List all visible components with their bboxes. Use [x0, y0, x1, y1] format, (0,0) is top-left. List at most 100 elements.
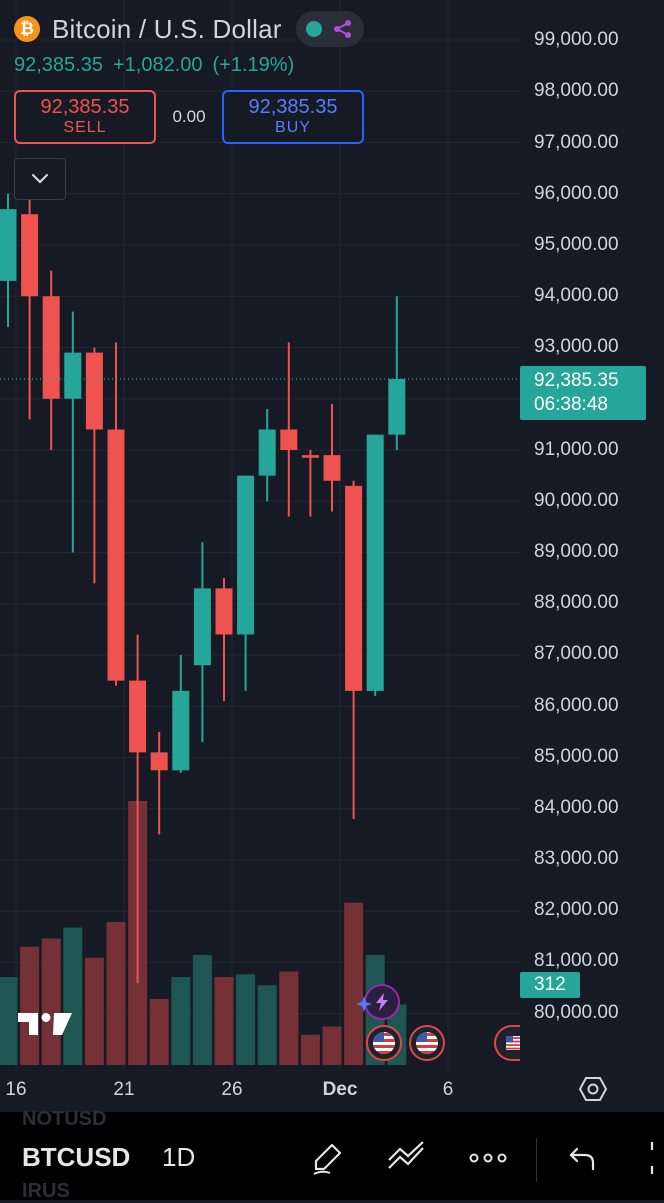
volume-bar	[192, 955, 212, 1065]
share-icon[interactable]	[332, 18, 354, 40]
collapse-button[interactable]	[14, 158, 66, 200]
symbol-title[interactable]: Bitcoin / U.S. Dollar	[52, 13, 282, 44]
candle-body	[301, 455, 319, 458]
volume-bar	[279, 971, 299, 1065]
sell-price: 92,385.35	[40, 96, 130, 118]
candle-body	[280, 429, 298, 450]
buy-label: BUY	[275, 119, 311, 136]
candle-body	[258, 429, 276, 476]
volume-bar	[300, 1034, 320, 1065]
price-axis-label: 84,000.00	[534, 797, 619, 818]
lightning-icon[interactable]	[364, 984, 400, 1020]
current-price-value: 92,385.35	[534, 370, 619, 391]
candle-body	[21, 214, 39, 297]
price-axis-label: 80,000.00	[534, 1002, 619, 1023]
volume-bar	[106, 922, 126, 1065]
us-flag-icon[interactable]	[494, 1025, 520, 1061]
volume-bar	[257, 985, 277, 1065]
volume-bar	[41, 938, 61, 1065]
candle-body	[345, 485, 363, 691]
time-axis-label: 6	[442, 1079, 454, 1100]
bottom-toolbar: NOTUSD IRUS BTCUSD 1D	[0, 1108, 664, 1202]
price-axis-label: 89,000.00	[534, 541, 619, 562]
volume-bar	[344, 902, 364, 1065]
undo-icon[interactable]	[562, 1138, 602, 1178]
price-axis-label: 85,000.00	[534, 746, 619, 767]
candle-body	[172, 690, 190, 771]
volume-bar	[149, 999, 169, 1065]
candle-body	[388, 379, 406, 435]
trend-line-icon[interactable]	[386, 1138, 426, 1178]
volume-bar	[84, 957, 104, 1065]
status-pill[interactable]	[295, 11, 364, 47]
price-axis-label: 96,000.00	[534, 183, 619, 204]
price-axis-label: 81,000.00	[534, 950, 619, 971]
volume-bar	[171, 977, 191, 1065]
sell-button[interactable]: 92,385.35 SELL	[14, 90, 156, 144]
price-axis-label: 88,000.00	[534, 592, 619, 613]
candle-body	[85, 352, 103, 430]
candle-body	[129, 680, 147, 753]
toolbar-divider	[536, 1138, 537, 1182]
interval-selector[interactable]: 1D	[162, 1142, 196, 1172]
candle-body	[237, 475, 255, 635]
candle-body	[64, 352, 82, 399]
current-price-tag: 92,385.35 06:38:48	[520, 366, 646, 420]
spread-value: 0.00	[172, 107, 206, 126]
time-axis[interactable]: 16 21 26 Dec 6	[0, 1070, 520, 1110]
candle-body	[366, 434, 384, 691]
time-axis-label: 16	[5, 1079, 27, 1100]
gear-icon[interactable]	[578, 1074, 608, 1104]
price-axis-label: 94,000.00	[534, 285, 619, 306]
candle-body	[107, 429, 125, 681]
bitcoin-icon: ₿	[14, 16, 40, 42]
price-axis-label: 83,000.00	[534, 848, 619, 869]
candle-body	[150, 752, 168, 771]
last-price: 92,385.35	[14, 54, 103, 76]
price-axis-label: 97,000.00	[534, 132, 619, 153]
time-axis-label: Dec	[322, 1079, 358, 1100]
watchlist-symbol-above: NOTUSD	[22, 1108, 107, 1130]
volume-bar	[322, 1026, 342, 1065]
pen-icon[interactable]	[308, 1138, 348, 1178]
symbol-selector[interactable]: BTCUSD	[22, 1142, 131, 1172]
buy-price: 92,385.35	[248, 96, 338, 118]
symbol-header: ₿ Bitcoin / U.S. Dollar 92,385.35 +1,082…	[14, 10, 364, 77]
volume-bar	[236, 974, 256, 1065]
price-axis[interactable]: 99,000.00 98,000.00 97,000.00 96,000.00 …	[520, 0, 664, 1070]
buy-button[interactable]: 92,385.35 BUY	[222, 90, 364, 144]
candle-body	[42, 296, 60, 399]
sparkle-icon	[356, 996, 372, 1012]
price-change-pct: (+1.19%)	[212, 54, 295, 76]
fullscreen-icon[interactable]	[644, 1138, 664, 1178]
time-axis-label: 21	[113, 1079, 135, 1100]
price-axis-label: 82,000.00	[534, 899, 619, 920]
time-axis-label: 26	[221, 1079, 243, 1100]
watchlist-symbol-below: IRUS	[22, 1180, 70, 1202]
candlestick-chart[interactable]	[0, 0, 520, 1070]
price-axis-label: 99,000.00	[534, 29, 619, 50]
price-change: +1,082.00	[112, 54, 203, 76]
volume-bar	[214, 977, 234, 1065]
candle-body	[0, 209, 17, 281]
price-axis-label: 95,000.00	[534, 234, 619, 255]
price-axis-label: 87,000.00	[534, 643, 619, 664]
chevron-down-icon	[31, 173, 49, 184]
trade-panel: 92,385.35 SELL 0.00 92,385.35 BUY	[14, 90, 364, 144]
candle-countdown: 06:38:48	[534, 394, 608, 415]
price-axis-label: 93,000.00	[534, 336, 619, 357]
price-axis-label: 86,000.00	[534, 695, 619, 716]
more-icon[interactable]	[468, 1138, 508, 1178]
us-flag-icon[interactable]	[366, 1025, 402, 1061]
volume-tag: 312	[520, 972, 580, 998]
us-flag-icon[interactable]	[409, 1025, 445, 1061]
chart-area[interactable]	[0, 0, 664, 1112]
volume-bar	[20, 946, 40, 1065]
candle-body	[215, 588, 233, 635]
tradingview-logo[interactable]	[16, 1010, 74, 1043]
price-axis-label: 90,000.00	[534, 490, 619, 511]
candle-body	[323, 455, 341, 481]
price-axis-label: 98,000.00	[534, 80, 619, 101]
market-open-indicator	[305, 21, 322, 37]
volume-bar	[0, 977, 18, 1065]
